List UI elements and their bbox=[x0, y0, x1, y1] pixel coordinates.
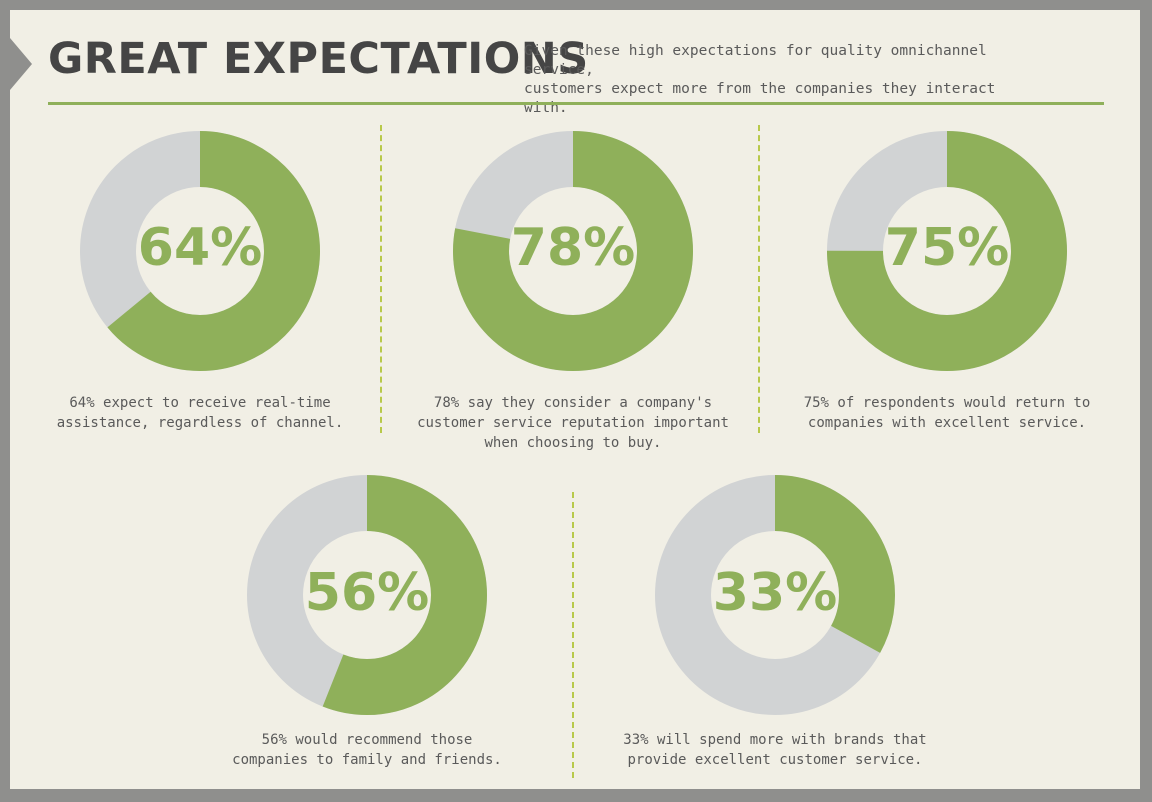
infographic-card: GREAT EXPECTATIONS Given these high expe… bbox=[10, 10, 1140, 789]
donut-value-label: 78% bbox=[510, 218, 636, 278]
chart-caption: 78% say they consider a company's custom… bbox=[413, 393, 733, 453]
caption-line: 64% expect to receive real-time bbox=[69, 395, 331, 411]
column-divider bbox=[758, 125, 760, 433]
caption-line: 75% of respondents would return to bbox=[803, 395, 1091, 411]
header-rule bbox=[48, 102, 1104, 105]
caption-line: companies to family and friends. bbox=[232, 752, 502, 768]
donut-value-label: 56% bbox=[304, 563, 430, 623]
caption-line: assistance, regardless of channel. bbox=[56, 415, 344, 431]
donut-value-arc bbox=[827, 131, 1067, 371]
chart-caption: 33% will spend more with brands that pro… bbox=[615, 730, 935, 770]
donut-chart-4 bbox=[247, 475, 487, 715]
caption-line: companies with excellent service. bbox=[807, 415, 1087, 431]
donut-chart-3 bbox=[827, 131, 1067, 371]
donut-value-arc bbox=[453, 131, 693, 371]
donut-chart-1 bbox=[80, 131, 320, 371]
chart-caption: 56% would recommend those companies to f… bbox=[207, 730, 527, 770]
caption-line: provide excellent customer service. bbox=[627, 752, 923, 768]
donut-chart-2 bbox=[453, 131, 693, 371]
caption-line: 78% say they consider a company's bbox=[433, 395, 713, 411]
caption-line: customer service reputation important bbox=[417, 415, 729, 431]
donut-chart-5 bbox=[655, 475, 895, 715]
chart-caption: 64% expect to receive real-time assistan… bbox=[40, 393, 360, 433]
donut-value-arc bbox=[80, 131, 320, 371]
donut-value-label: 33% bbox=[712, 563, 838, 623]
caption-line: 33% will spend more with brands that bbox=[623, 732, 927, 748]
chart-caption: 75% of respondents would return to compa… bbox=[787, 393, 1107, 433]
caption-line: 56% would recommend those bbox=[261, 732, 473, 748]
page-subtitle: Given these high expectations for qualit… bbox=[524, 42, 1044, 118]
column-divider bbox=[380, 125, 382, 433]
frame-notch bbox=[10, 38, 32, 90]
subtitle-line: Given these high expectations for qualit… bbox=[524, 43, 987, 78]
donut-value-arc bbox=[655, 475, 895, 715]
caption-line: when choosing to buy. bbox=[484, 435, 662, 451]
subtitle-line: customers expect more from the companies… bbox=[524, 81, 996, 116]
donut-value-arc bbox=[247, 475, 487, 715]
column-divider bbox=[572, 492, 574, 778]
page-title: GREAT EXPECTATIONS bbox=[48, 34, 589, 84]
donut-value-label: 75% bbox=[884, 218, 1010, 278]
donut-value-label: 64% bbox=[137, 218, 263, 278]
